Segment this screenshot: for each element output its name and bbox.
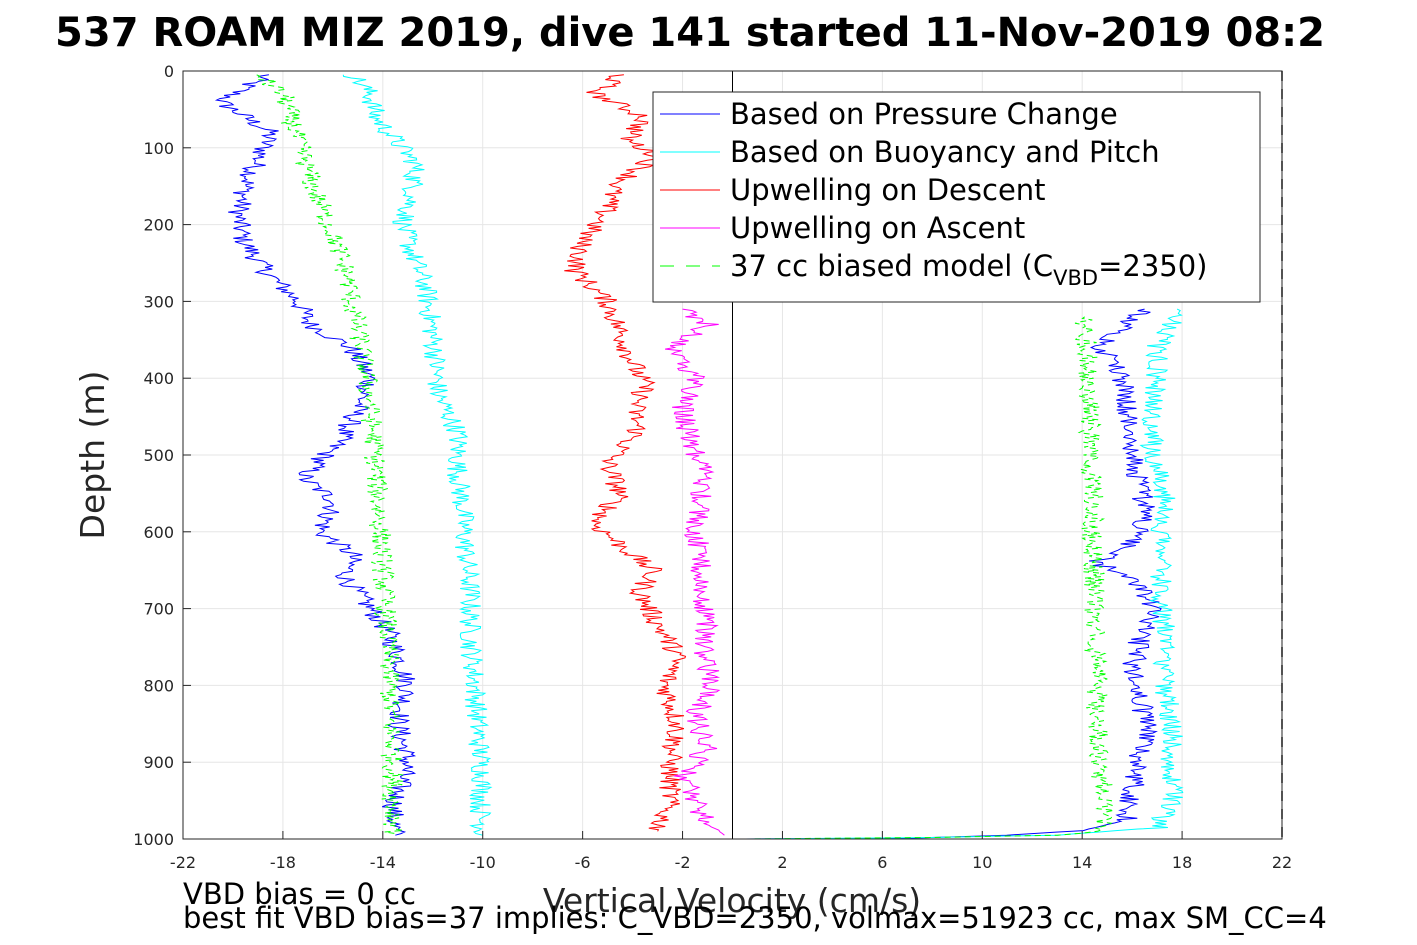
x-tick-label: -6 <box>575 853 591 872</box>
y-axis-label: Depth (m) <box>73 371 112 540</box>
series-line-based-on-pressure-change-ascent <box>744 308 1162 840</box>
y-tick-label: 700 <box>143 600 174 619</box>
series-line-upwelling-on-descent-descent <box>564 74 687 832</box>
y-tick-label: 800 <box>143 676 174 695</box>
y-tick-label: 100 <box>143 139 174 158</box>
series-line-based-on-pressure-change-descent <box>214 74 417 836</box>
series-line-based-on-buoyancy-and-pitch-ascent <box>744 308 1184 840</box>
legend-label-based-on-pressure-change: Based on Pressure Change <box>730 97 1118 131</box>
legend: Based on Pressure Change Based on Buoyanc… <box>652 91 1261 303</box>
x-axis-label: Vertical Velocity (cm/s) <box>543 881 921 920</box>
y-tick-label: 600 <box>143 523 174 542</box>
legend-label-upwelling-on-ascent: Upwelling on Ascent <box>730 211 1025 245</box>
y-tick-label: 0 <box>164 62 174 81</box>
legend-suffix: =2350) <box>1098 249 1207 283</box>
y-tick-label: 900 <box>143 753 174 772</box>
x-tick-label: -18 <box>270 853 296 872</box>
legend-label-based-on-buoyancy-and-pitch: Based on Buoyancy and Pitch <box>730 135 1160 169</box>
y-tick-label: 400 <box>143 369 174 388</box>
x-tick-label: 2 <box>777 853 787 872</box>
series-line-37-cc-biased-model-c-vbd-2350-ascent <box>744 316 1115 840</box>
series-line-37-cc-biased-model-c-vbd-2350-descent <box>255 74 404 836</box>
series-layer <box>214 74 1184 840</box>
x-tick-label: 10 <box>972 853 992 872</box>
series-line-based-on-buoyancy-and-pitch-descent <box>342 74 493 836</box>
x-tick-label: -22 <box>170 853 196 872</box>
x-tick-label: -10 <box>470 853 496 872</box>
y-tick-label: 200 <box>143 216 174 235</box>
x-tick-label: -14 <box>370 853 396 872</box>
series-line-upwelling-on-ascent-ascent <box>665 308 725 836</box>
tick-layer: -22 -18 -14 -10 -6 -2 2 6 10 14 18 2201002003004005… <box>133 62 1292 872</box>
chart-title: 537 ROAM MIZ 2019, dive 141 started 11-N… <box>55 10 1325 56</box>
y-tick-label: 300 <box>143 292 174 311</box>
footnote-best-fit: best fit VBD bias=37 implies: C_VBD=2350… <box>183 901 1327 935</box>
x-tick-label: -2 <box>675 853 691 872</box>
x-tick-label: 14 <box>1072 853 1092 872</box>
x-tick-label: 6 <box>877 853 887 872</box>
y-tick-label: 500 <box>143 446 174 465</box>
footnote-vbd-bias: VBD bias = 0 cc <box>183 877 416 911</box>
legend-box <box>652 91 1261 303</box>
y-tick-label: 1000 <box>133 830 174 849</box>
x-tick-label: 22 <box>1272 853 1292 872</box>
x-tick-label: 18 <box>1172 853 1192 872</box>
legend-subscript: VBD <box>1053 266 1098 290</box>
legend-label-upwelling-on-descent: Upwelling on Descent <box>730 173 1046 207</box>
